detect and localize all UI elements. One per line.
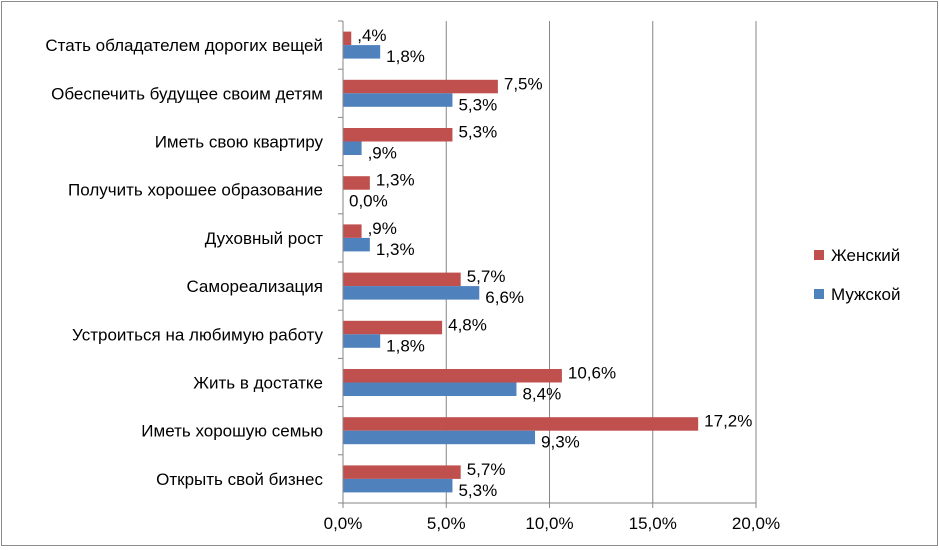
data-label: 1,3% — [376, 240, 415, 259]
category-label: Стать обладателем дорогих вещей — [45, 36, 323, 55]
category-label: Обеспечить будущее своим детям — [51, 84, 323, 103]
labels: 0,0% 5,0% 10,0% 15,0% 20,0% Стать обладателем… — [45, 26, 780, 533]
data-label: 1,8% — [386, 47, 425, 66]
data-label: 1,3% — [376, 171, 415, 190]
legend-label: Женский — [831, 246, 900, 265]
bar-male — [343, 478, 453, 493]
bars — [343, 31, 699, 493]
data-label: 5,7% — [467, 460, 506, 479]
data-label: 5,3% — [458, 123, 497, 142]
category-label: Жить в достатке — [193, 374, 323, 393]
category-label: Устроиться на любимую работу — [72, 325, 323, 344]
data-label: 8,4% — [522, 385, 561, 404]
x-tick-label: 0,0% — [324, 514, 363, 533]
bar-female — [343, 417, 699, 431]
bar-male — [343, 382, 517, 396]
category-label: Открыть свой бизнес — [156, 470, 323, 489]
bar-female — [343, 176, 370, 190]
bar-male — [343, 141, 362, 155]
data-label: 5,3% — [458, 481, 497, 500]
data-label: 17,2% — [704, 412, 752, 431]
x-tick-label: 10,0% — [525, 514, 573, 533]
x-tick-label: 20,0% — [732, 514, 780, 533]
data-label: 6,6% — [485, 288, 524, 307]
x-tick-label: 5,0% — [427, 514, 466, 533]
legend-swatch — [814, 289, 824, 299]
bar-female — [343, 224, 362, 238]
data-label: 4,8% — [448, 315, 487, 334]
category-label: Духовный рост — [205, 229, 323, 248]
bar-male — [343, 45, 381, 59]
data-label: 9,3% — [541, 433, 580, 452]
bar-male — [343, 430, 536, 445]
legend: Женский Мужской — [814, 246, 901, 304]
category-label: Иметь хорошую семью — [141, 422, 323, 441]
data-label: ,9% — [368, 219, 397, 238]
bar-female — [343, 369, 562, 383]
category-label: Самореализация — [186, 277, 323, 296]
axes — [338, 20, 757, 508]
legend-swatch — [814, 250, 824, 260]
bar-female — [343, 272, 461, 287]
data-label: 0,0% — [349, 192, 388, 211]
bar-female — [343, 79, 498, 94]
bar-female — [343, 128, 453, 142]
legend-label: Мужской — [831, 285, 901, 304]
bar-female — [343, 31, 352, 46]
data-label: 5,3% — [458, 95, 497, 114]
category-label: Иметь свою квартиру — [155, 133, 324, 152]
category-label: Получить хорошее образование — [68, 181, 323, 200]
bar-male — [343, 237, 370, 252]
bar-male — [343, 93, 453, 107]
x-tick-label: 15,0% — [629, 514, 677, 533]
data-label: ,4% — [357, 26, 386, 45]
data-label: 5,7% — [467, 267, 506, 286]
data-label: 10,6% — [568, 364, 616, 383]
data-label: 1,8% — [386, 336, 425, 355]
bar-male — [343, 334, 381, 348]
bar-female — [343, 465, 461, 479]
bar-male — [343, 286, 480, 300]
data-label: ,9% — [368, 144, 397, 163]
data-label: 7,5% — [504, 74, 543, 93]
bar-female — [343, 320, 443, 335]
